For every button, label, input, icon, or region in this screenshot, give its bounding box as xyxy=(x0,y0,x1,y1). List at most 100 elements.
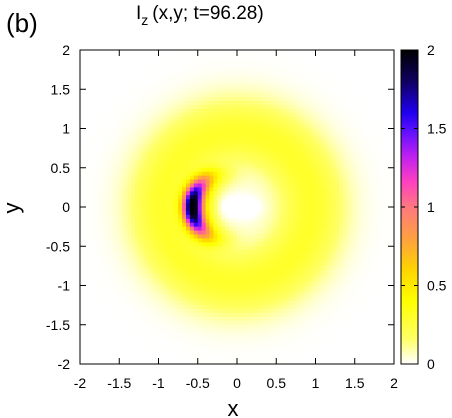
heatmap-cell xyxy=(221,53,226,59)
heatmap-cell xyxy=(323,89,328,94)
heatmap-cell xyxy=(284,179,289,185)
heatmap-cell xyxy=(276,148,281,153)
heatmap-cell xyxy=(131,57,136,63)
heatmap-cell xyxy=(178,281,183,287)
heatmap-cell xyxy=(284,89,289,94)
heatmap-cell xyxy=(174,199,179,204)
heatmap-cell xyxy=(311,199,317,204)
heatmap-cell xyxy=(237,175,242,181)
heatmap-cell xyxy=(205,210,211,216)
heatmap-cell xyxy=(264,297,269,302)
heatmap-cell xyxy=(127,289,132,294)
heatmap-cell xyxy=(221,258,226,263)
heatmap-cell xyxy=(225,101,230,106)
heatmap-cell xyxy=(252,120,258,126)
heatmap-cell xyxy=(142,324,148,330)
heatmap-cell xyxy=(260,57,266,63)
heatmap-cell xyxy=(280,273,285,279)
heatmap-cell xyxy=(284,222,289,228)
heatmap-cell xyxy=(107,218,112,224)
heatmap-cell xyxy=(150,234,156,239)
heatmap-cell xyxy=(288,132,293,137)
heatmap-cell xyxy=(197,89,203,94)
heatmap-cell xyxy=(150,289,156,294)
heatmap-cell xyxy=(95,140,101,145)
heatmap-cell xyxy=(83,352,89,357)
heatmap-cell xyxy=(166,199,171,204)
heatmap-cell xyxy=(99,320,105,326)
heatmap-cell xyxy=(225,104,230,110)
heatmap-cell xyxy=(201,85,207,90)
heatmap-cell xyxy=(138,152,144,157)
heatmap-cell xyxy=(323,175,328,181)
heatmap-cell xyxy=(119,120,124,126)
heatmap-cell xyxy=(213,179,218,185)
heatmap-cell xyxy=(107,69,112,75)
heatmap-cell xyxy=(201,281,207,287)
heatmap-cell xyxy=(178,210,183,216)
heatmap-cell xyxy=(197,214,203,220)
heatmap-cell xyxy=(146,136,152,141)
heatmap-cell xyxy=(99,132,105,137)
heatmap-cell xyxy=(146,175,152,181)
heatmap-cell xyxy=(174,258,179,263)
heatmap-cell xyxy=(256,352,262,357)
heatmap-cell xyxy=(115,179,120,185)
heatmap-cell xyxy=(240,116,246,122)
heatmap-cell xyxy=(80,85,85,90)
heatmap-cell xyxy=(91,175,97,181)
heatmap-cell xyxy=(91,242,97,247)
heatmap-cell xyxy=(185,65,191,71)
heatmap-cell xyxy=(174,309,179,314)
heatmap-cell xyxy=(221,136,226,141)
heatmap-cell xyxy=(197,285,203,291)
heatmap-cell xyxy=(240,344,246,349)
heatmap-cell xyxy=(213,348,218,353)
heatmap-cell xyxy=(193,124,199,130)
heatmap-cell xyxy=(307,195,313,200)
heatmap-cell xyxy=(295,148,301,153)
heatmap-cell xyxy=(170,226,175,232)
heatmap-cell xyxy=(154,305,160,310)
heatmap-cell xyxy=(111,93,116,98)
heatmap-cell xyxy=(284,61,289,67)
heatmap-cell xyxy=(201,261,207,267)
heatmap-cell xyxy=(299,238,305,243)
heatmap-cell xyxy=(193,265,199,271)
heatmap-cell xyxy=(272,50,277,55)
heatmap-cell xyxy=(237,50,242,55)
heatmap-cell xyxy=(162,356,167,361)
heatmap-cell xyxy=(182,277,187,283)
heatmap-cell xyxy=(170,254,175,259)
heatmap-cell xyxy=(237,242,242,247)
heatmap-cell xyxy=(123,328,128,334)
heatmap-cell xyxy=(303,328,309,334)
heatmap-cell xyxy=(138,183,144,188)
heatmap-cell xyxy=(166,254,171,259)
heatmap-cell xyxy=(87,199,93,204)
heatmap-cell xyxy=(303,203,309,208)
heatmap-cell xyxy=(166,152,171,157)
heatmap-cell xyxy=(209,69,215,75)
heatmap-cell xyxy=(185,340,191,345)
heatmap-cell xyxy=(123,218,128,224)
heatmap-cell xyxy=(87,316,93,322)
heatmap-cell xyxy=(291,242,297,247)
heatmap-cell xyxy=(154,336,160,342)
heatmap-cell xyxy=(291,93,297,98)
heatmap-cell xyxy=(233,258,238,263)
heatmap-cell xyxy=(170,324,175,330)
heatmap-cell xyxy=(276,238,281,243)
chart-title: Iz (x,y; t=96.28) xyxy=(136,3,264,28)
heatmap-cell xyxy=(268,175,273,181)
heatmap-cell xyxy=(229,136,234,141)
heatmap-cell xyxy=(142,340,148,345)
heatmap-cell xyxy=(229,97,234,102)
heatmap-cell xyxy=(272,159,277,165)
heatmap-cell xyxy=(150,175,156,181)
heatmap-cell xyxy=(99,222,105,228)
heatmap-cell xyxy=(91,101,97,106)
heatmap-cell xyxy=(80,73,85,79)
heatmap-cell xyxy=(323,65,328,71)
heatmap-cell xyxy=(189,234,195,239)
